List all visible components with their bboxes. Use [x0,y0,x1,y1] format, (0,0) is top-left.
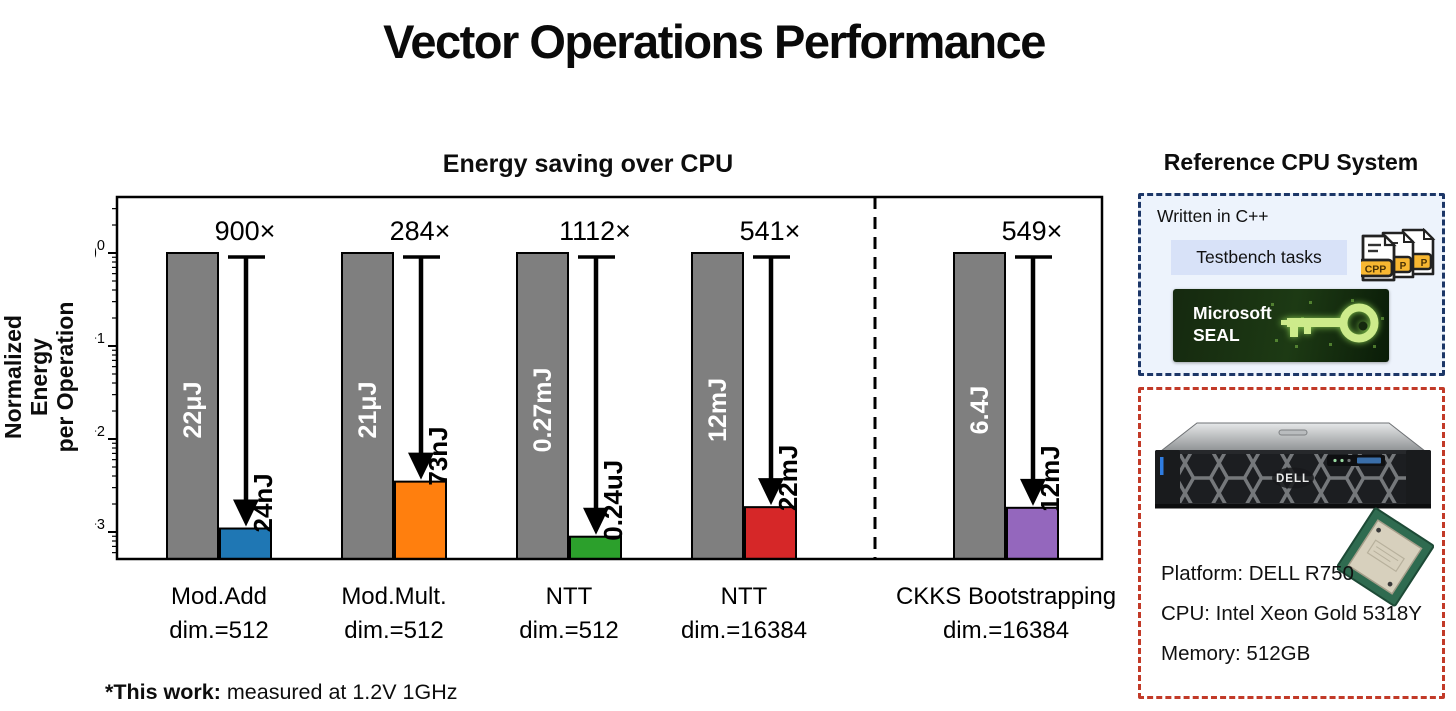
work-energy-label-1: 73nJ [423,426,453,485]
x-label-dim-0: dim.=512 [169,617,268,644]
y-tick-label-0: 100 [95,238,105,265]
arrow-head-4 [1020,478,1046,506]
chart-title: Energy saving over CPU [442,150,734,178]
cpu-chip-image [1337,507,1434,607]
footnote: *This work: measured at 1.2V 1GHz [105,680,458,705]
work-bar-4 [1006,506,1059,560]
x-label-3: NTT [721,583,768,610]
cpu-text: CPU: Intel Xeon Gold 5318Y [1161,602,1422,625]
hardware-box: DELL Platform: DELL R750 CPU: Intel Xeon… [1138,387,1445,699]
cpp-middle-label: P [1400,261,1407,272]
arrow-head-3 [758,478,784,506]
footnote-bold: *This work: [105,680,221,704]
cpu-bar-2 [516,252,569,560]
arrow-head-0 [233,499,259,527]
x-label-2: NTT [546,583,593,610]
x-label-0: Mod.Add [171,583,267,610]
work-bar-3 [744,506,797,560]
cpu-bar-3 [691,252,744,560]
cpu-bar-4 [953,252,1006,560]
arrow-head-1 [408,452,434,480]
testbench-tasks-box: Testbench tasks [1171,240,1347,275]
key-icon [1271,299,1384,348]
work-energy-label-2: 0.24uJ [598,460,628,541]
cpu-bar-1 [341,252,394,560]
reference-cpu-heading: Reference CPU System [1163,149,1419,175]
x-label-dim-1: dim.=512 [344,617,443,644]
cpu-energy-label-2: 0.27mJ [529,368,557,453]
x-label-1: Mod.Mult. [341,583,446,610]
energy-saving-chart: 100 10−1 10−2 10−3 22μJ 900× 24nJ Mod.Add dim.=5… [95,195,1116,644]
y-axis-label-line1: Normalized Energy [0,315,52,439]
cpu-energy-label-4: 6.4J [966,386,994,435]
software-box: Written in C++ Testbench tasks P P [1138,193,1445,376]
plot-border [115,195,1104,561]
x-label-dim-3: dim.=16384 [681,617,807,644]
cpu-energy-label-1: 21μJ [354,381,382,438]
seal-name-line2: SEAL [1193,325,1240,345]
y-tick-label-1: 10−1 [95,331,105,358]
y-axis-label-line2: per Operation [52,301,78,453]
x-label-4: CKKS Bootstrapping [896,583,1116,610]
saving-label-0: 900× [215,216,276,246]
cpu-energy-label-0: 22μJ [179,381,207,438]
cpu-energy-label-3: 12mJ [704,378,732,442]
platform-text: Platform: DELL R750 [1161,562,1354,585]
cpu-bar-0 [166,252,219,560]
saving-label-1: 284× [390,216,451,246]
saving-label-4: 549× [1002,216,1063,246]
saving-label-2: 1112× [559,216,631,246]
dell-logo-text: DELL [1276,473,1310,485]
footnote-rest: measured at 1.2V 1GHz [220,680,458,704]
y-tick-label-3: 10−3 [95,517,105,544]
work-energy-label-3: 22mJ [773,445,803,512]
cpp-back-label: P [1421,258,1428,269]
arrow-head-2 [583,507,609,535]
cpp-files-icon: P P CPP [1361,228,1436,282]
work-energy-label-4: 12mJ [1035,445,1065,512]
saving-label-3: 541× [740,216,801,246]
cpp-front-label: CPP [1365,264,1387,276]
y-tick-label-2: 10−2 [95,424,105,451]
memory-text: Memory: 512GB [1161,642,1311,665]
x-label-dim-2: dim.=512 [519,617,618,644]
page-title: Vector Operations Performance [383,15,1046,68]
dell-server-image: DELL [1155,422,1431,509]
seal-name-line1: Microsoft [1193,303,1272,323]
work-bar-0 [219,527,272,561]
work-energy-label-0: 24nJ [248,473,278,532]
written-in-cpp-label: Written in C++ [1157,206,1269,226]
x-label-dim-4: dim.=16384 [943,617,1069,644]
y-axis-label: Normalized Energy per Operation [0,282,78,472]
microsoft-seal-logo: Microsoft SEAL [1173,289,1389,362]
work-bar-1 [394,480,447,560]
